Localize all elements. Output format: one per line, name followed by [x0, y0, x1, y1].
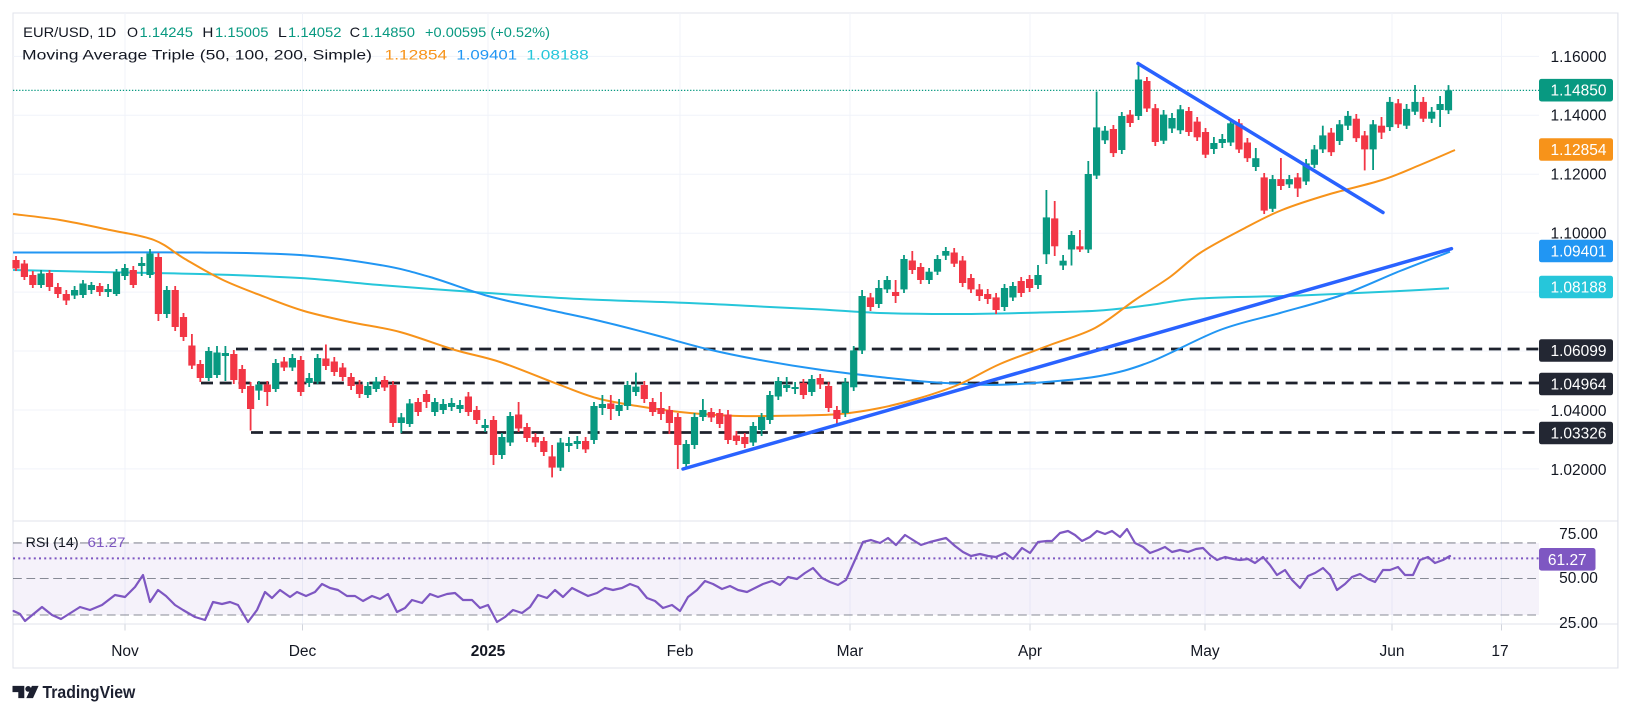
- svg-text:1.08188: 1.08188: [526, 47, 589, 62]
- svg-text:1.08188: 1.08188: [1550, 280, 1606, 297]
- svg-text:1.12854: 1.12854: [385, 47, 448, 62]
- svg-text:1.06099: 1.06099: [1550, 343, 1606, 360]
- svg-text:1.15005: 1.15005: [215, 25, 269, 40]
- svg-text:Nov: Nov: [111, 643, 139, 660]
- svg-text:1.02000: 1.02000: [1550, 462, 1606, 479]
- svg-text:Jun: Jun: [1380, 643, 1405, 660]
- svg-text:1.14052: 1.14052: [288, 25, 342, 40]
- svg-text:Apr: Apr: [1018, 643, 1042, 660]
- svg-text:H: H: [202, 25, 213, 40]
- svg-text:1.03326: 1.03326: [1550, 426, 1606, 443]
- svg-text:75.00: 75.00: [1559, 526, 1598, 543]
- svg-text:May: May: [1190, 643, 1220, 660]
- svg-text:1.04000: 1.04000: [1550, 403, 1606, 420]
- svg-text:O: O: [127, 25, 138, 40]
- svg-text:1.10000: 1.10000: [1550, 226, 1606, 243]
- svg-text:EUR/USD, 1D: EUR/USD, 1D: [23, 25, 116, 40]
- svg-text:1.04964: 1.04964: [1550, 377, 1606, 394]
- svg-text:25.00: 25.00: [1559, 615, 1598, 632]
- svg-text:1.14850: 1.14850: [1550, 83, 1606, 100]
- svg-text:Dec: Dec: [289, 643, 317, 660]
- svg-text:1.16000: 1.16000: [1550, 49, 1606, 66]
- svg-text:1.09401: 1.09401: [1550, 244, 1606, 261]
- svg-text:61.27: 61.27: [1548, 552, 1587, 569]
- svg-text:1.12000: 1.12000: [1550, 167, 1606, 184]
- svg-text:+0.00595 (+0.52%): +0.00595 (+0.52%): [425, 25, 550, 40]
- svg-text:1.14000: 1.14000: [1550, 108, 1606, 125]
- svg-text:Feb: Feb: [667, 643, 694, 660]
- svg-text:50.00: 50.00: [1559, 570, 1598, 587]
- svg-text:Moving Average Triple (50, 100: Moving Average Triple (50, 100, 200, Sim…: [22, 47, 372, 62]
- svg-text:C: C: [350, 25, 361, 40]
- svg-text:TradingView: TradingView: [43, 682, 136, 702]
- svg-text:Mar: Mar: [837, 643, 864, 660]
- svg-text:17: 17: [1491, 643, 1508, 660]
- svg-text:1.09401: 1.09401: [456, 47, 517, 62]
- svg-text:L: L: [278, 25, 287, 40]
- svg-text:1.14245: 1.14245: [140, 25, 194, 40]
- svg-text:1.12854: 1.12854: [1550, 142, 1606, 159]
- svg-text:2025: 2025: [471, 643, 506, 660]
- svg-text:RSI (14): RSI (14): [26, 535, 79, 550]
- svg-text:1.14850: 1.14850: [362, 25, 416, 40]
- svg-text:61.27: 61.27: [88, 535, 126, 550]
